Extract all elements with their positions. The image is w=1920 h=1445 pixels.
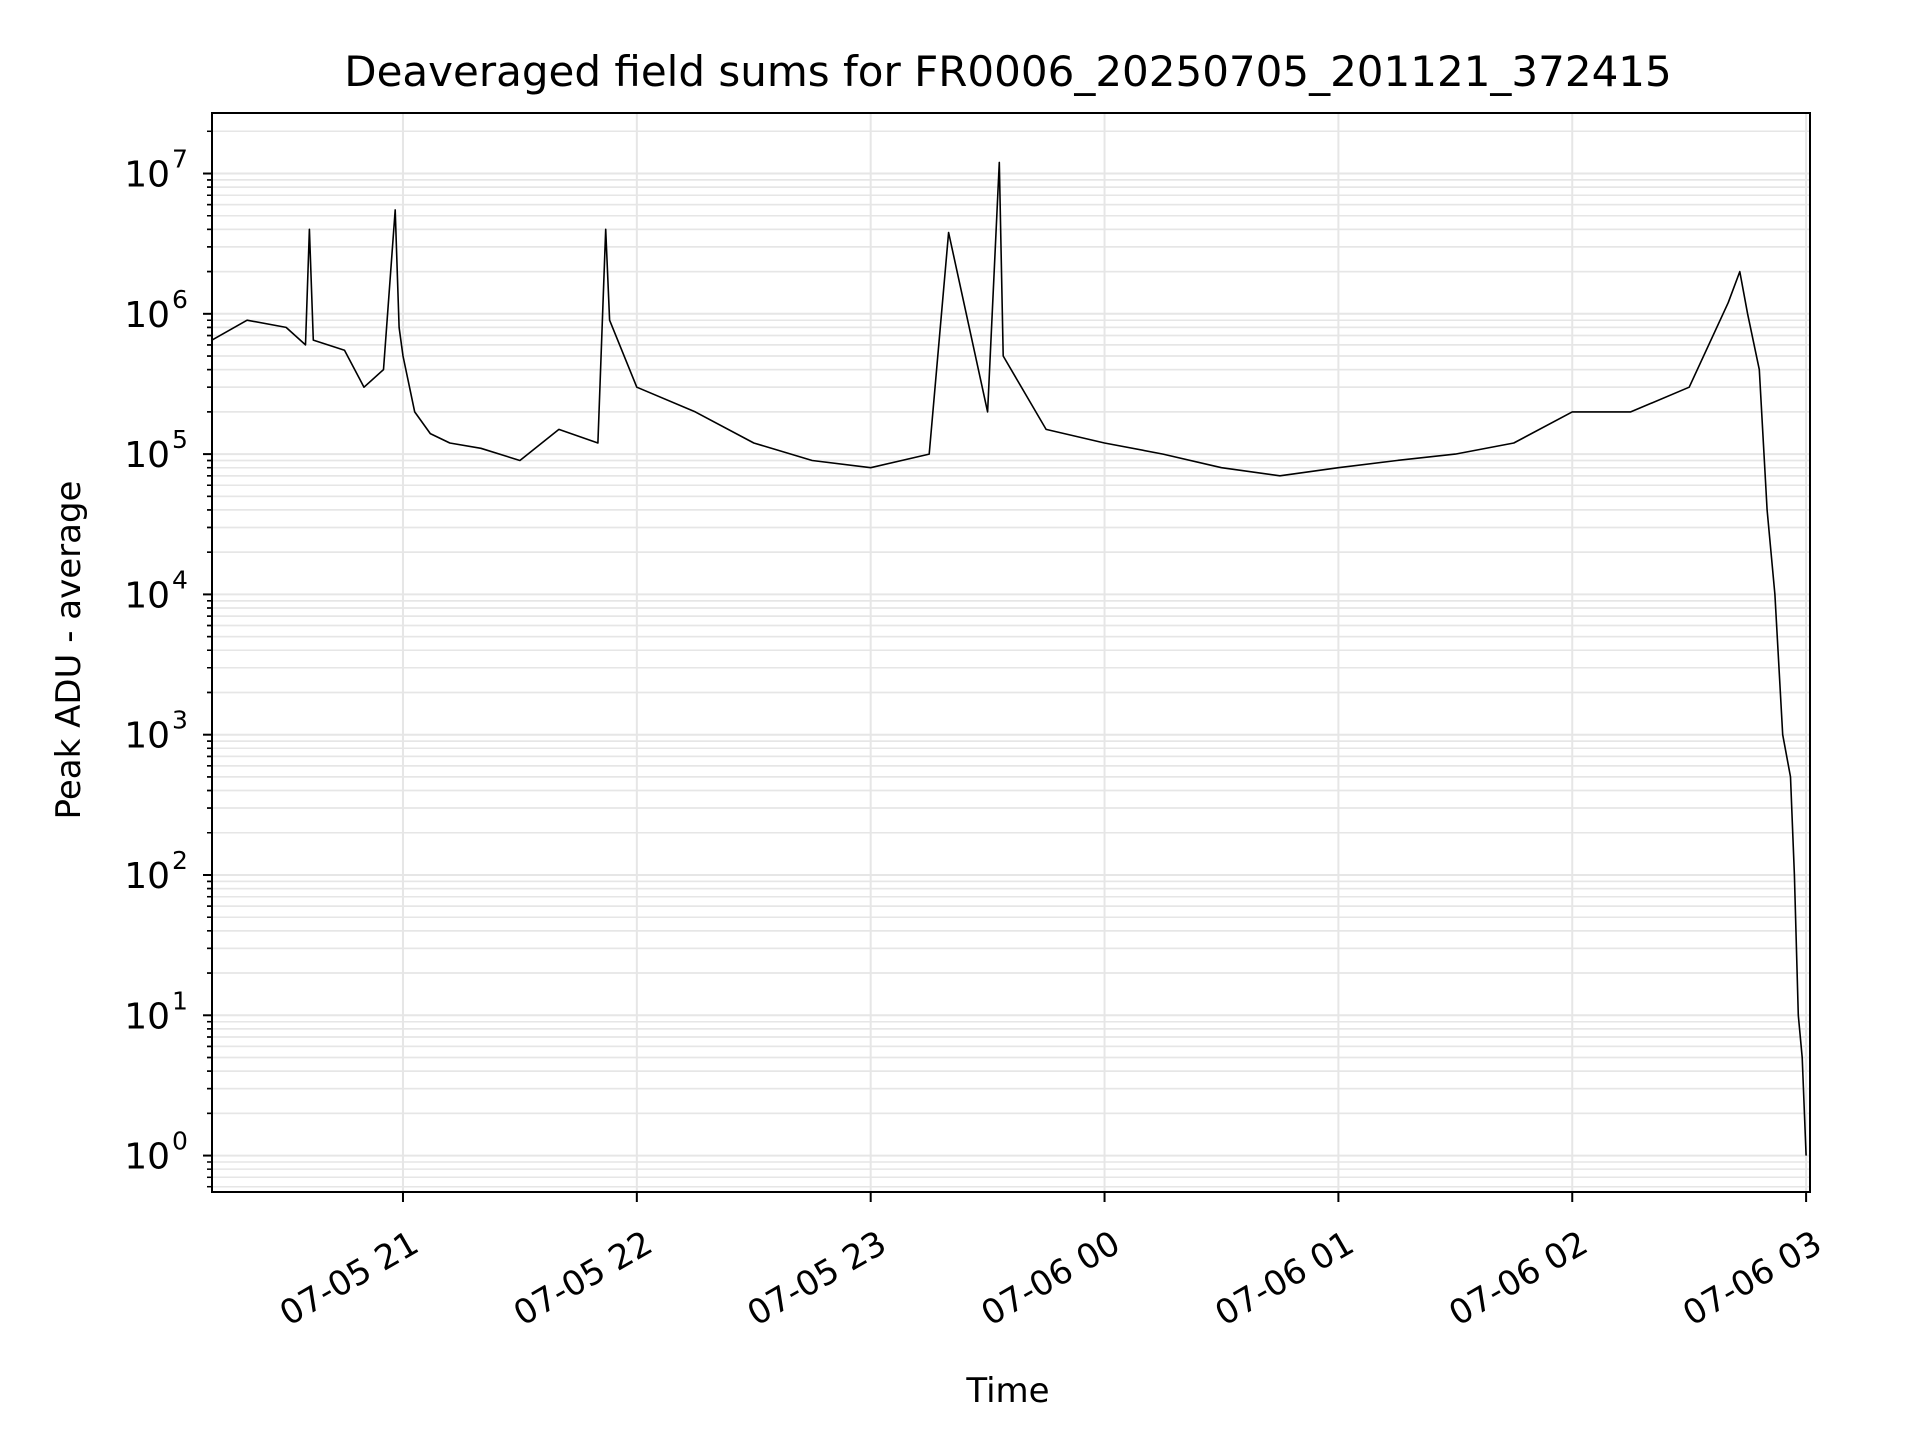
y-tick-label-exponent: 4 [172, 565, 188, 594]
y-tick-label: 10 [124, 575, 170, 616]
y-tick-label-exponent: 7 [172, 145, 188, 174]
y-tick-label: 10 [124, 1137, 170, 1178]
series-line [211, 161, 1807, 1156]
y-tick-label: 10 [124, 295, 170, 336]
y-tick-label-exponent: 5 [172, 425, 188, 454]
chart-title: Deaveraged field sums for FR0006_2025070… [344, 47, 1672, 96]
grid [212, 113, 1810, 1192]
y-tick-label-exponent: 6 [172, 285, 188, 314]
y-tick-label-exponent: 2 [172, 846, 188, 875]
x-axis-label: Time [965, 1371, 1049, 1411]
series-layer [211, 161, 1807, 1156]
y-tick-label: 10 [124, 856, 170, 897]
y-tick-label-exponent: 1 [172, 986, 188, 1015]
y-tick-label: 10 [124, 996, 170, 1037]
y-tick-label: 10 [124, 155, 170, 196]
y-tick-label: 10 [124, 435, 170, 476]
plot-frame [211, 112, 1811, 1193]
y-tick-label-exponent: 0 [172, 1127, 188, 1156]
y-axis-label: Peak ADU - average [49, 481, 89, 820]
y-tick-label: 10 [124, 716, 170, 757]
y-tick-label-exponent: 3 [172, 706, 188, 735]
